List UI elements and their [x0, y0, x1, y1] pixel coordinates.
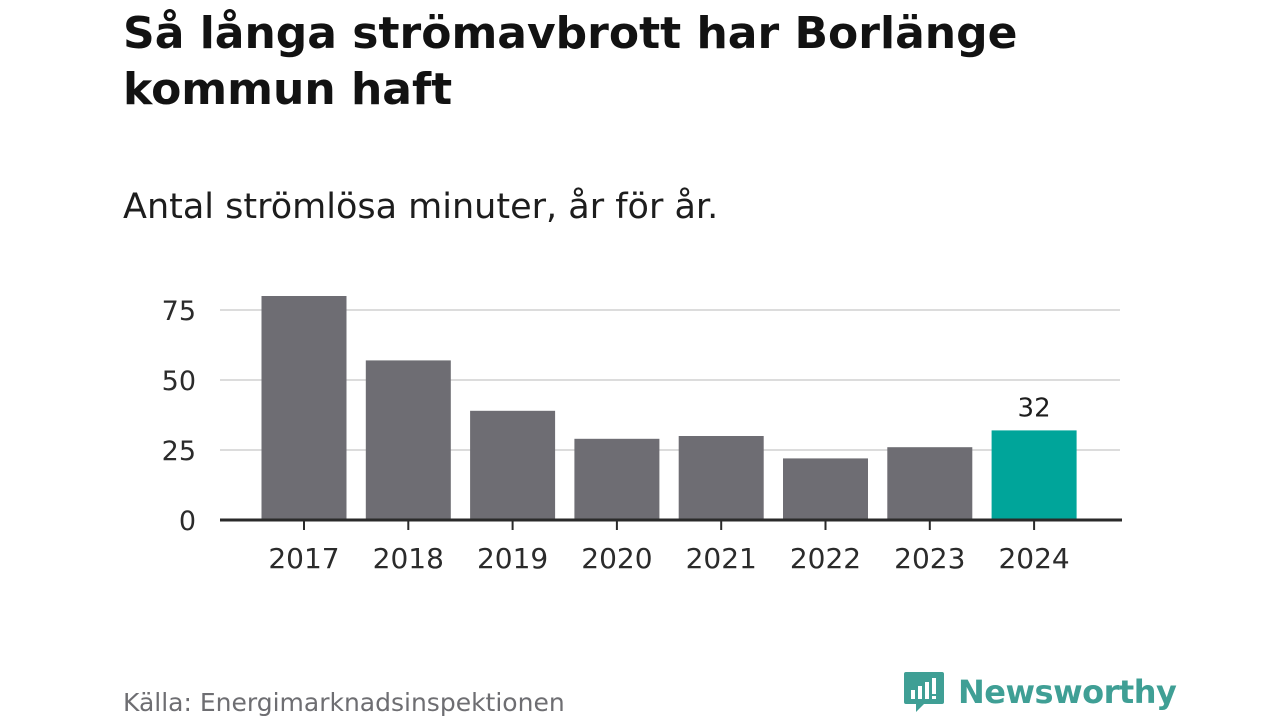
- y-tick-label: 25: [162, 436, 196, 467]
- x-tick-label: 2022: [790, 542, 861, 575]
- y-tick-label: 0: [179, 506, 196, 537]
- y-tick-label: 75: [162, 296, 196, 327]
- x-tick-label: 2021: [686, 542, 757, 575]
- data-label: 32: [1018, 393, 1051, 423]
- newsworthy-logo-icon: [904, 672, 944, 712]
- x-tick-label: 2023: [894, 542, 965, 575]
- bars: [261, 296, 1077, 520]
- bar-2021: [678, 436, 764, 520]
- chart-subtitle: Antal strömlösa minuter, år för år.: [123, 187, 719, 227]
- data-labels: 32: [1018, 393, 1051, 423]
- y-tick-label: 50: [162, 366, 196, 397]
- x-tick-label: 2024: [998, 542, 1069, 575]
- bar-2020: [574, 438, 660, 520]
- x-tick-label: 2017: [268, 542, 339, 575]
- bar-2019: [470, 410, 556, 520]
- chart-title: Så långa strömavbrott har Borlänge kommu…: [123, 8, 1018, 115]
- y-axis-ticks: 0 25 50 75: [162, 296, 196, 537]
- bar-2024: [991, 430, 1077, 520]
- brand-logo: Newsworthy: [902, 670, 1177, 714]
- x-tick-label: 2020: [581, 542, 652, 575]
- x-axis-ticks: 2017 2018 2019 2020 2021 2022 2023 2024: [220, 518, 1122, 575]
- bar-2023: [887, 447, 973, 520]
- gridlines: [220, 309, 1120, 451]
- bar-chart: 0 25 50 75 2017 2018 2019 2020 2021 2022 2023 2024…: [162, 296, 1122, 575]
- brand-name: Newsworthy: [958, 673, 1177, 711]
- bar-2017: [261, 296, 347, 520]
- bar-2018: [365, 360, 451, 520]
- bar-2022: [783, 458, 868, 520]
- source-note: Källa: Energimarknadsinspektionen: [123, 688, 565, 717]
- x-tick-label: 2018: [373, 542, 444, 575]
- x-tick-label: 2019: [477, 542, 548, 575]
